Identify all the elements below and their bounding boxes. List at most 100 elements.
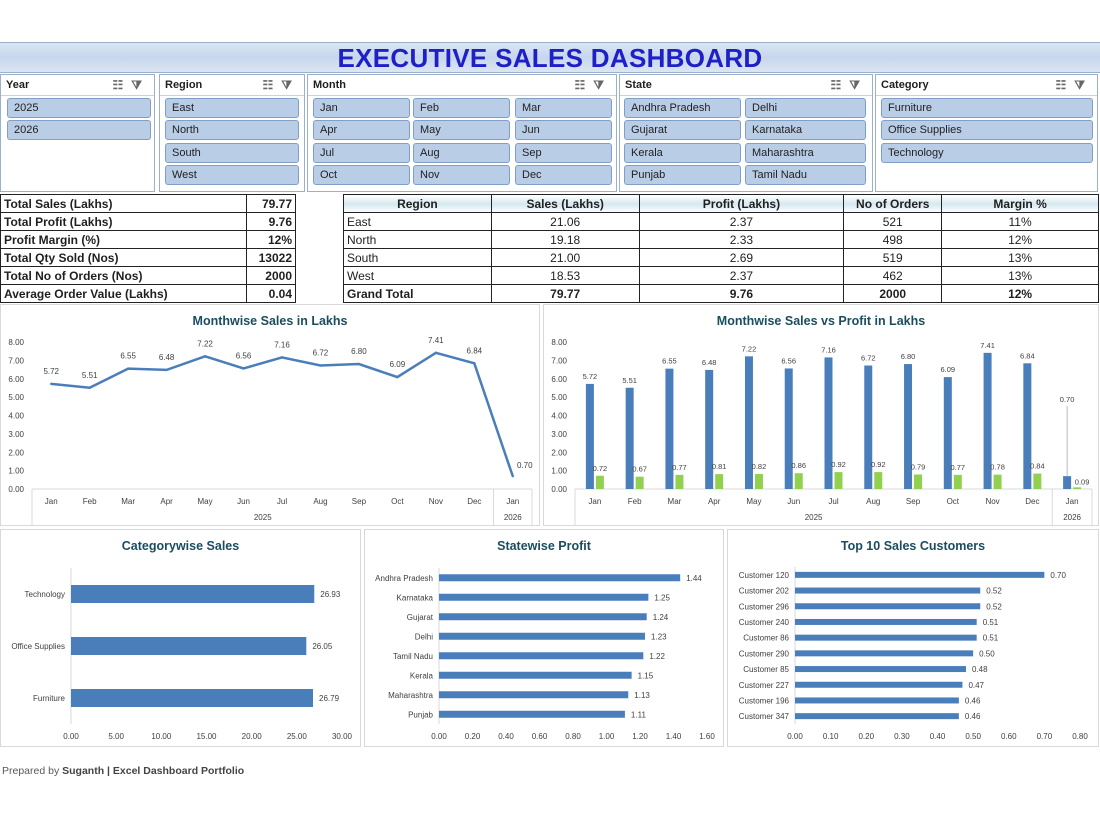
- state-slicer-item[interactable]: Tamil Nadu: [745, 165, 866, 185]
- year-slicer-item[interactable]: 2025: [7, 98, 151, 118]
- profit-column-header: Profit (Lakhs): [638, 194, 845, 213]
- top-customers-bar-chart: Customer 120 0.70 Customer 202 0.52 Customer…: [739, 567, 1088, 741]
- y-tick-label: 2.00: [551, 448, 567, 457]
- kpi-label: Profit Margin (%): [0, 230, 247, 249]
- state-slicer-item[interactable]: Delhi: [745, 98, 866, 118]
- x-tick-label: 0.80: [565, 732, 581, 741]
- profit-bar: [794, 473, 803, 489]
- kpi-label: Average Order Value (Lakhs): [0, 284, 247, 303]
- clear-filter-icon[interactable]: ⧩: [1074, 78, 1093, 92]
- region-cell: South: [343, 248, 492, 267]
- region-slicer-item[interactable]: South: [165, 143, 299, 163]
- region-slicer-item[interactable]: West: [165, 165, 299, 185]
- data-label: 6.09: [390, 360, 406, 369]
- region-slicer-item[interactable]: North: [165, 120, 299, 140]
- x-tick-label: 1.00: [599, 732, 615, 741]
- kpi-row: Average Order Value (Lakhs) 0.04: [0, 284, 296, 303]
- data-label: 0.92: [831, 460, 846, 469]
- bar: [439, 613, 647, 621]
- x-tick-label: 0.20: [465, 732, 481, 741]
- x-tick-label: 10.00: [151, 732, 172, 741]
- bar: [439, 691, 629, 699]
- x-tick-label: 20.00: [242, 732, 263, 741]
- x-tick-label: Sep: [352, 497, 367, 506]
- y-tick-label: 6.00: [8, 375, 24, 384]
- x-tick-label: Nov: [429, 497, 443, 506]
- kpi-value: 0.04: [246, 284, 296, 303]
- kpi-table: Total Sales (Lakhs) 79.77 Total Profit (La…: [0, 194, 296, 303]
- data-label: 6.09: [941, 365, 956, 374]
- year-slicer-item[interactable]: 2026: [7, 120, 151, 140]
- month-slicer-item[interactable]: Nov: [413, 165, 510, 185]
- y-category-label: Customer 120: [739, 571, 790, 580]
- footer: Prepared by Suganth | Excel Dashboard Po…: [2, 765, 244, 777]
- total-profit-cell: 9.76: [638, 284, 845, 303]
- multi-select-icon[interactable]: ☷: [1055, 78, 1075, 92]
- state-slicer-item[interactable]: Punjab: [624, 165, 741, 185]
- month-slicer-item[interactable]: Feb: [413, 98, 510, 118]
- x-tick-label: 15.00: [196, 732, 217, 741]
- data-label: 0.84: [1030, 462, 1045, 471]
- x-tick-label: 0.00: [431, 732, 447, 741]
- profit-cell: 2.33: [638, 230, 845, 249]
- year-slicer-label: Year: [6, 79, 30, 91]
- month-slicer-item[interactable]: Jun: [515, 120, 612, 140]
- kpi-row: Total Sales (Lakhs) 79.77: [0, 194, 296, 213]
- month-slicer-item[interactable]: Mar: [515, 98, 612, 118]
- state-slicer-item[interactable]: Gujarat: [624, 120, 741, 140]
- bar: [439, 652, 644, 660]
- multi-select-icon[interactable]: ☷: [574, 78, 594, 92]
- x-tick-label: Jan: [45, 497, 58, 506]
- multi-select-icon[interactable]: ☷: [830, 78, 850, 92]
- month-slicer-item[interactable]: Aug: [413, 143, 510, 163]
- region-table-header-row: Region Sales (Lakhs) Profit (Lakhs) No o…: [343, 194, 1099, 213]
- category-slicer-item[interactable]: Furniture: [881, 98, 1093, 118]
- category-slicer-item[interactable]: Office Supplies: [881, 120, 1093, 140]
- month-slicer-item[interactable]: Dec: [515, 165, 612, 185]
- chart-title: Monthwise Sales vs Profit in Lakhs: [716, 314, 926, 328]
- region-summary-table: Region Sales (Lakhs) Profit (Lakhs) No o…: [343, 194, 1099, 303]
- data-label: 7.16: [274, 340, 290, 349]
- month-slicer-item[interactable]: Jan: [313, 98, 410, 118]
- sales-bar: [983, 352, 992, 489]
- bar: [439, 632, 646, 640]
- clear-filter-icon[interactable]: ⧩: [131, 78, 150, 92]
- month-slicer-item[interactable]: Jul: [313, 143, 410, 163]
- region-slicer-item[interactable]: East: [165, 98, 299, 118]
- bar: [795, 681, 963, 688]
- state-slicer-item[interactable]: Andhra Pradesh: [624, 98, 741, 118]
- line-point: [88, 386, 91, 389]
- month-slicer-item[interactable]: Sep: [515, 143, 612, 163]
- profit-bar: [914, 474, 923, 489]
- month-slicer-item[interactable]: May: [413, 120, 510, 140]
- multi-select-icon[interactable]: ☷: [112, 78, 132, 92]
- y-category-label: Gujarat: [407, 613, 434, 622]
- x-tick-label: Jan: [506, 497, 519, 506]
- kpi-row: Total No of Orders (Nos) 2000: [0, 266, 296, 285]
- sales-vs-profit-panel: Monthwise Sales vs Profit in Lakhs 0.00 1…: [543, 304, 1099, 526]
- month-slicer-item[interactable]: Oct: [313, 165, 410, 185]
- category-slicer-item[interactable]: Technology: [881, 143, 1093, 163]
- clear-filter-icon[interactable]: ⧩: [849, 78, 868, 92]
- month-slicer-item[interactable]: Apr: [313, 120, 410, 140]
- y-tick-label: 3.00: [551, 430, 567, 439]
- clear-filter-icon[interactable]: ⧩: [593, 78, 612, 92]
- data-label: 0.77: [672, 463, 687, 472]
- data-label: 0.51: [983, 618, 999, 627]
- x-tick-label: Mar: [121, 497, 135, 506]
- state-slicer-item[interactable]: Kerala: [624, 143, 741, 163]
- x-tick-label: Jan: [588, 497, 601, 506]
- sales-cell: 21.06: [490, 212, 640, 231]
- sales-bar: [1063, 476, 1072, 489]
- clear-filter-icon[interactable]: ⧩: [281, 78, 300, 92]
- multi-select-icon[interactable]: ☷: [262, 78, 282, 92]
- data-label: 1.25: [654, 593, 670, 602]
- data-label: 6.55: [120, 352, 136, 361]
- data-label: 0.70: [1050, 571, 1066, 580]
- year-slicer-header: Year ☷⧩: [1, 75, 154, 96]
- state-slicer-item[interactable]: Maharashtra: [745, 143, 866, 163]
- margin-cell: 11%: [941, 212, 1099, 231]
- state-slicer-item[interactable]: Karnataka: [745, 120, 866, 140]
- y-category-label: Furniture: [33, 694, 66, 703]
- profit-bar: [953, 474, 962, 489]
